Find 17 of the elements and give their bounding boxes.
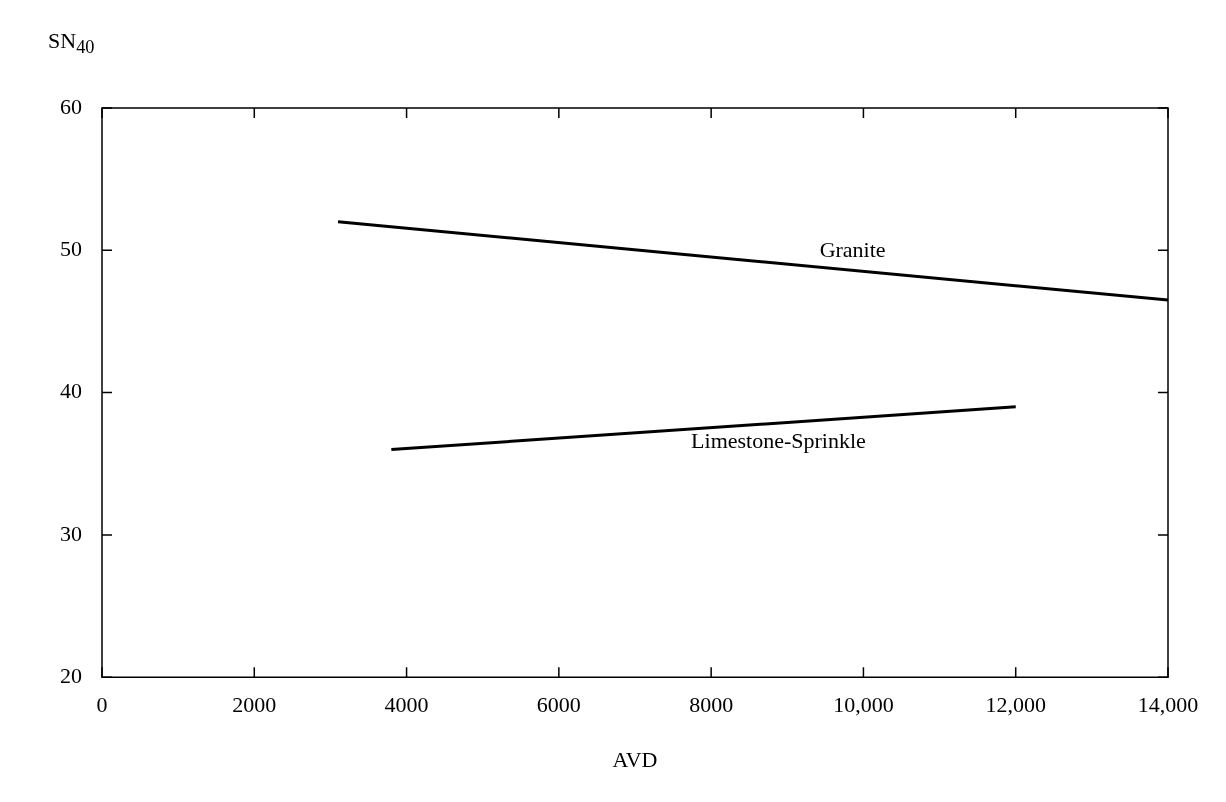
series-label: Limestone-Sprinkle: [691, 427, 866, 453]
y-tick-label: 40: [60, 378, 82, 404]
x-tick-label: 0: [96, 692, 108, 718]
y-tick-label: 20: [60, 662, 82, 688]
y-tick-label: 50: [60, 236, 82, 262]
x-tick-label: 12,000: [985, 692, 1046, 718]
x-axis-title: AVD: [612, 746, 658, 772]
x-tick-label: 8000: [689, 692, 734, 718]
x-tick-label: 10,000: [833, 692, 894, 718]
y-tick-label: 30: [60, 520, 82, 546]
x-tick-label: 4000: [384, 692, 429, 718]
x-tick-label: 2000: [232, 692, 277, 718]
x-tick-label: 6000: [536, 692, 581, 718]
series-label: Granite: [819, 237, 886, 263]
y-axis-title: SN$_{40}$: [48, 28, 95, 59]
y-tick-label: 60: [60, 93, 82, 119]
x-tick-label: 14,000: [1137, 692, 1199, 718]
